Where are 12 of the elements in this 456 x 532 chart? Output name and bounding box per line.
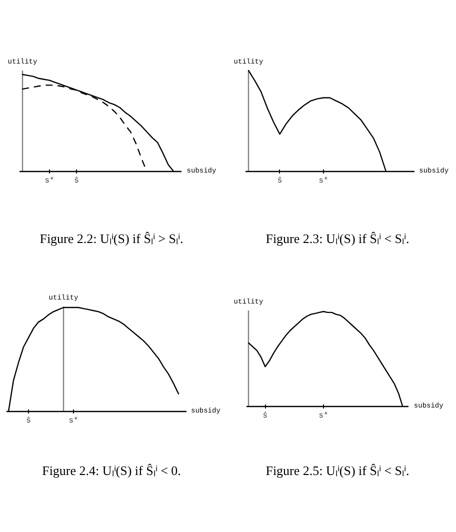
x-tick-label: s*: [68, 416, 78, 426]
text: Figure 2.4: Uₗⁱ(S) if Ŝₗⁱ < 0.: [42, 463, 181, 478]
x-tick-label: ŝ: [26, 416, 32, 426]
x-tick-label: s*: [318, 412, 328, 420]
text: Figure 2.5: Uₗⁱ(S) if Ŝₗⁱ < Sₗⁱ.: [266, 463, 410, 478]
x-tick-label: ŝ: [262, 412, 268, 420]
x-tick-label: s*: [44, 176, 54, 186]
text: Figure 2.3: Uₗⁱ(S) if Ŝₗⁱ < Sₗⁱ.: [266, 231, 410, 246]
x-tick-label: ŝ: [277, 176, 282, 186]
x-tick-label: s*: [318, 176, 328, 186]
x-tick-label: ŝ: [74, 176, 80, 186]
text: Figure 2.2: Uₗⁱ(S) if Ŝₗⁱ > Sₗⁱ.: [40, 231, 184, 246]
